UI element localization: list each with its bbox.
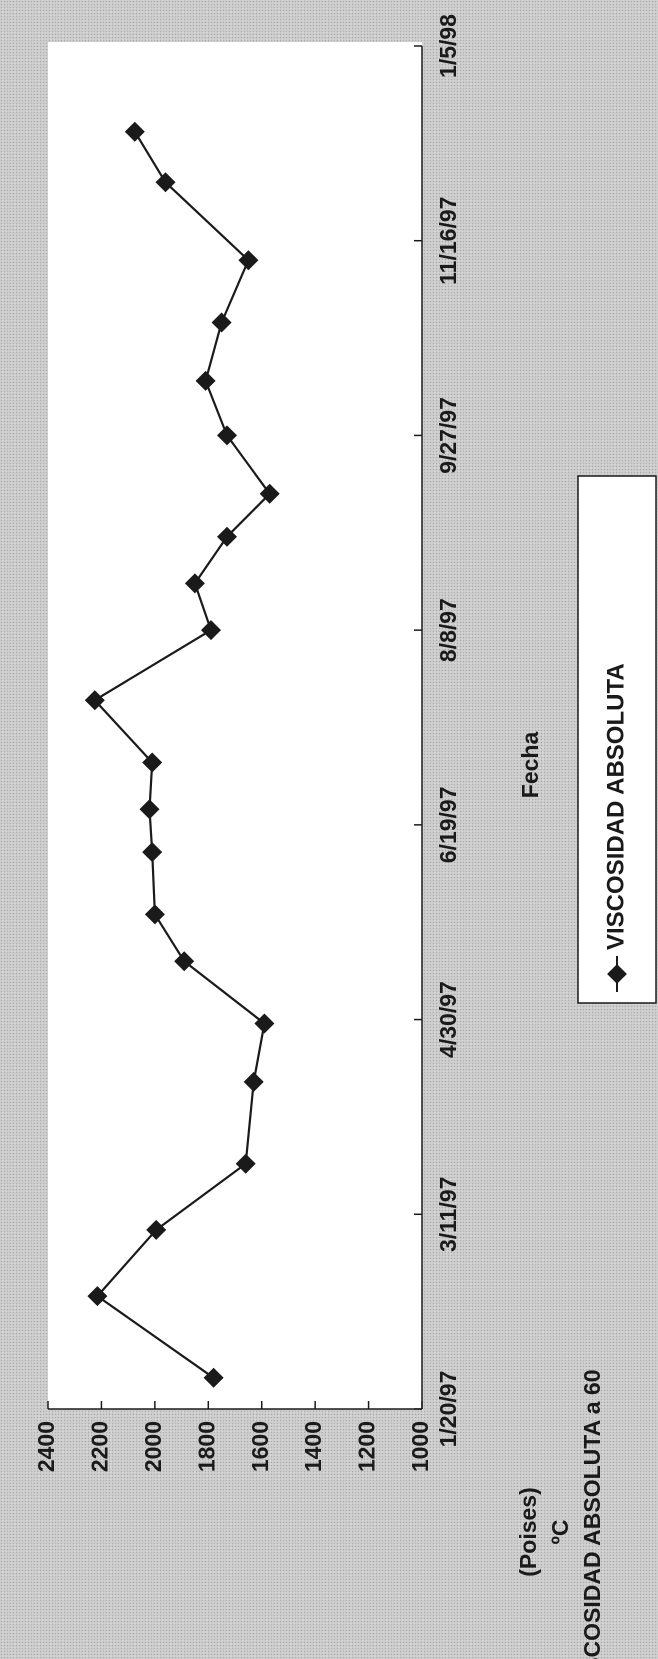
y-axis-title-line-3: (Poises): [515, 1487, 541, 1576]
y-tick-label: 2200: [87, 1421, 113, 1472]
data-point-marker: [174, 951, 195, 972]
data-point-marker: [201, 620, 221, 641]
x-tick-label: 6/19/97: [435, 786, 461, 863]
x-tick-label-group: 1/20/97: [435, 1371, 461, 1448]
data-point-marker: [87, 1286, 108, 1307]
data-point-marker: [184, 573, 205, 594]
y-axis-title-line-2: ºC: [547, 1519, 573, 1544]
y-tick-label-group: 1600: [247, 1421, 273, 1472]
data-point-marker: [84, 690, 105, 711]
y-tick-label-group: 1200: [354, 1421, 380, 1472]
x-tick-label: 4/30/97: [435, 981, 461, 1058]
x-axis-title: Fecha: [517, 732, 543, 799]
data-point-marker: [254, 1013, 275, 1034]
data-point-marker: [155, 172, 176, 193]
x-tick-label-group: 3/11/97: [435, 1177, 461, 1252]
x-axis-title-text: Fecha: [517, 732, 543, 799]
data-point-marker: [259, 483, 280, 504]
y-tick-label: 1200: [354, 1421, 380, 1472]
legend: VISCOSIDAD ABSOLUTA: [577, 475, 657, 1004]
x-tick-label-group: 11/16/97: [435, 197, 461, 285]
y-tick-label: 1400: [300, 1421, 326, 1472]
x-tick-label: 8/8/97: [435, 598, 461, 662]
x-tick-label-group: 6/19/97: [435, 786, 461, 863]
data-point-marker: [146, 1219, 167, 1240]
series-line: [93, 131, 271, 1379]
x-tick-label-group: 4/30/97: [435, 981, 461, 1058]
y-tick-label-group: 1800: [193, 1421, 219, 1472]
x-tick-label-group: 1/5/98: [435, 14, 461, 78]
legend-box: [577, 475, 657, 1004]
x-tick-label: 3/11/97: [435, 1177, 461, 1252]
data-point-marker: [211, 312, 232, 333]
y-tick-label: 1800: [193, 1421, 219, 1472]
legend-label: VISCOSIDAD ABSOLUTA: [602, 663, 629, 950]
data-point-marker: [142, 842, 163, 863]
x-tick-label: 11/16/97: [435, 197, 461, 285]
y-tick-label-group: 2200: [87, 1421, 113, 1472]
data-point-marker: [144, 904, 165, 925]
data-point-marker: [217, 425, 237, 446]
data-point-marker: [243, 1071, 264, 1092]
y-tick-label-group: 2400: [33, 1421, 59, 1472]
y-tick-label: 1000: [407, 1421, 433, 1472]
data-point-marker: [217, 526, 237, 547]
y-tick-label: 2400: [33, 1421, 59, 1472]
data-point-marker: [142, 752, 163, 773]
y-axis-title-line-1: VISCOSIDAD ABSOLUTA a 60: [579, 1369, 605, 1659]
data-point-marker: [238, 250, 259, 271]
y-tick-label-group: 1000: [407, 1421, 433, 1472]
data-point-marker: [235, 1153, 256, 1174]
y-tick-label-group: 1400: [300, 1421, 326, 1472]
x-tick-label: 9/27/97: [435, 397, 461, 474]
y-tick-label: 1600: [247, 1421, 273, 1472]
x-tick-label-group: 8/8/97: [435, 598, 461, 662]
data-point-marker: [203, 1367, 224, 1388]
legend-swatch-marker: [607, 964, 627, 984]
y-tick-label: 2000: [140, 1421, 166, 1472]
data-point-marker: [139, 799, 160, 820]
y-axis-title: (Poises) ºC VISCOSIDAD ABSOLUTA a 60: [515, 1369, 605, 1659]
x-tick-label-group: 9/27/97: [435, 397, 461, 474]
y-tick-label-group: 2000: [140, 1421, 166, 1472]
x-tick-label: 1/20/97: [435, 1371, 461, 1448]
data-point-marker: [124, 121, 145, 142]
data-point-marker: [195, 370, 216, 391]
plot-area: [48, 42, 422, 1409]
x-tick-label: 1/5/98: [435, 14, 461, 78]
